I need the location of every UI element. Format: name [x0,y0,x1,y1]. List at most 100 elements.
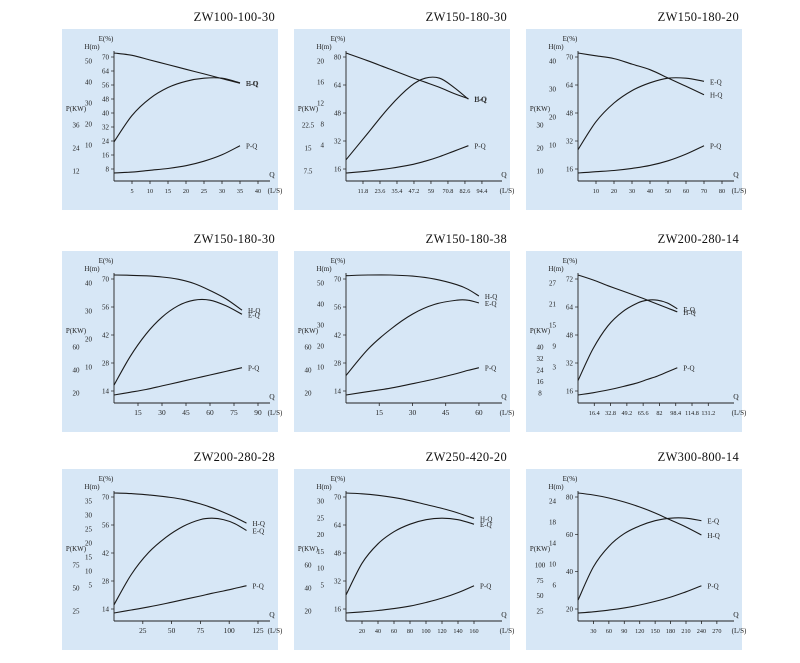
x-tick-label: 15 [376,408,384,417]
chart-svg: 30 60 90 120 150 180 210 240 270 Q (L/S) E(%)H(m) P(… [530,475,747,635]
p-axis-label: P(KW) [66,327,87,335]
p-tick-label: 7.5 [304,168,313,176]
p-tick-label: 25 [73,608,81,616]
x-axis-label: Q [501,392,507,401]
x-tick-label: 25 [201,188,207,195]
chart-panel-9: ZW300-800-14 30 60 90 120 150 180 210 240 270 Q (L… [526,450,747,660]
x-tick-label: 150 [651,628,660,635]
series-label: P-Q [480,583,491,591]
e-tick-label: 72 [566,276,574,284]
chart-title: ZW150-180-20 [657,10,739,24]
series-label: E-Q [683,306,695,314]
series-label: P-Q [683,365,694,373]
x-tick-label: 114.8 [685,410,699,417]
e-axis-label: E(%) [99,35,114,43]
p-tick-label: 50 [537,592,545,600]
series-label: P-Q [707,583,718,591]
h-axis-label: H(m) [548,265,564,273]
h-tick-label: 10 [317,565,325,573]
series-label: E-Q [707,518,719,526]
x-tick-label: 35.4 [392,188,403,195]
series-label: E-Q [248,311,260,319]
p-tick-label: 12 [73,168,81,176]
e-tick-label: 48 [102,96,110,104]
e-tick-label: 48 [566,332,574,340]
p-axis-label: P(KW) [298,545,319,553]
p-axis-label: P(KW) [66,105,87,113]
e-tick-label: 48 [566,110,574,118]
h-tick-label: 15 [317,548,325,556]
e-tick-label: 64 [566,82,574,90]
x-tick-label: 210 [681,628,690,635]
chart-panel-1: ZW100-100-30 5 10 15 20 25 30 35 40 Q (L/S) E(%) H(… [62,10,283,220]
h-tick-label: 12 [317,100,325,108]
e-axis-label: E(%) [563,35,578,43]
e-tick-label: 56 [102,304,110,312]
p-tick-label: 40 [537,344,545,352]
e-tick-label: 14 [102,388,110,396]
e-tick-label: 14 [334,388,342,396]
x-tick-label: 60 [606,628,612,635]
e-tick-label: 70 [102,276,110,284]
series-label: P-Q [710,143,721,151]
e-axis-label: E(%) [563,475,578,483]
chart-panel-8: ZW250-420-20 20 40 60 80 100 120 140 160 Q (L/S) E… [294,450,515,660]
h-tick-label: 20 [317,343,325,351]
e-tick-label: 42 [102,550,110,558]
x-tick-label: 16.4 [589,410,600,417]
series-label: H-Q [710,92,722,100]
plot-area: 20 40 60 80 100 120 140 160 Q (L/S) E(%) H(m) P(KW) 7… [294,469,515,650]
p-tick-label: 50 [73,585,81,593]
e-axis-label: E(%) [331,475,346,483]
series-label: H-Q [707,532,719,540]
h-tick-label: 30 [85,308,93,316]
p-axis-label: P(KW) [298,327,319,335]
chart-title: ZW100-100-30 [193,10,275,24]
h-tick-label: 6 [553,582,557,590]
h-tick-label: 10 [85,568,93,576]
series-line-p-q [113,585,247,614]
chart-title: ZW250-420-20 [425,450,507,464]
h-tick-label: 20 [549,114,557,122]
series-label: H-Q [683,309,695,317]
x-tick-label: 40 [647,188,653,195]
x-tick-label: 40 [375,628,381,635]
h-tick-label: 35 [85,498,93,506]
h-tick-label: 15 [549,322,557,330]
h-tick-label: 25 [85,526,93,534]
p-tick-label: 15 [305,145,313,153]
chart-svg: 16.4 32.8 49.2 65.6 82 98.4 114.8 131.2 Q (L/S) E(… [530,257,747,417]
x-tick-label: 23.6 [375,188,386,195]
h-tick-label: 10 [549,142,557,150]
x-tick-label: 90 [621,628,627,635]
x-axis-unit: (L/S) [500,409,515,417]
e-tick-label: 48 [334,550,342,558]
e-tick-label: 70 [102,494,110,502]
series-line-h-q [577,52,705,96]
e-tick-label: 42 [102,332,110,340]
e-tick-label: 64 [334,82,342,90]
x-tick-label: 30 [629,188,635,195]
h-tick-label: 25 [317,514,325,522]
x-tick-label: 131.2 [701,410,715,417]
h-tick-label: 3 [553,364,557,372]
series-label: H-Q [248,307,260,315]
h-tick-label: 18 [549,519,557,527]
e-tick-label: 32 [334,138,342,146]
series-line-h-q [113,274,243,311]
x-tick-label: 15 [134,408,142,417]
x-tick-label: 32.8 [605,410,616,417]
chart-panel-4: ZW150-180-30 15 30 45 60 75 90 Q (L/S) E(%) H(m) P… [62,232,283,442]
e-axis-label: E(%) [331,257,346,265]
h-axis-label: H(m) [84,43,100,51]
x-tick-label: 59 [428,188,434,195]
p-tick-label: 24 [73,145,81,153]
p-tick-label: 40 [305,367,313,375]
h-tick-label: 9 [553,343,557,351]
x-tick-label: 70 [701,188,707,195]
x-tick-label: 75 [197,626,205,635]
x-tick-label: 82.6 [460,188,471,195]
x-axis-unit: (L/S) [732,409,747,417]
e-tick-label: 60 [566,531,574,539]
p-axis-label: P(KW) [66,545,87,553]
